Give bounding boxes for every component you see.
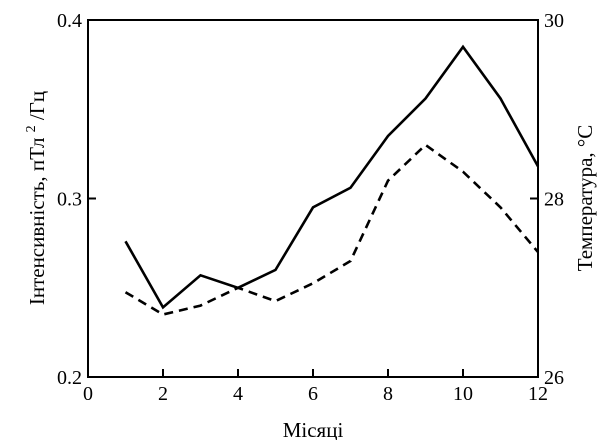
y-right-tick-label: 28 (544, 189, 564, 211)
x-tick-label: 12 (528, 383, 548, 405)
tick-labels: 0 2 4 6 8 10 12 0.2 0.3 0.4 26 28 30 (57, 10, 564, 405)
plot-frame (87, 19, 539, 378)
x-tick-label: 0 (83, 383, 93, 405)
intensity-series-line (124, 44, 540, 310)
y-axis-right-title: Температура, °С (573, 125, 597, 272)
x-tick-label: 6 (308, 383, 318, 405)
y-left-title-main: Інтенсивність, пТл (25, 138, 49, 306)
x-tick-label: 8 (383, 383, 393, 405)
y-left-tick-label: 0.2 (57, 367, 82, 389)
y-left-tick-label: 0.4 (57, 10, 82, 32)
y-left-tick-label: 0.3 (57, 189, 82, 211)
series-group (124, 44, 540, 316)
y-right-tick-label: 30 (544, 10, 564, 32)
axis-ticks (88, 197, 538, 377)
x-tick-label: 4 (233, 383, 243, 405)
y-left-title-sup: 2 (24, 125, 39, 132)
x-axis-title: Місяці (283, 418, 344, 440)
temperature-series-line (124, 143, 539, 316)
y-left-title-suffix: /Гц (25, 91, 49, 120)
x-tick-label: 10 (453, 383, 473, 405)
y-right-tick-label: 26 (544, 367, 564, 389)
y-axis-left-title: Інтенсивність, пТл 2 /Гц (16, 91, 49, 305)
x-tick-label: 2 (158, 383, 168, 405)
